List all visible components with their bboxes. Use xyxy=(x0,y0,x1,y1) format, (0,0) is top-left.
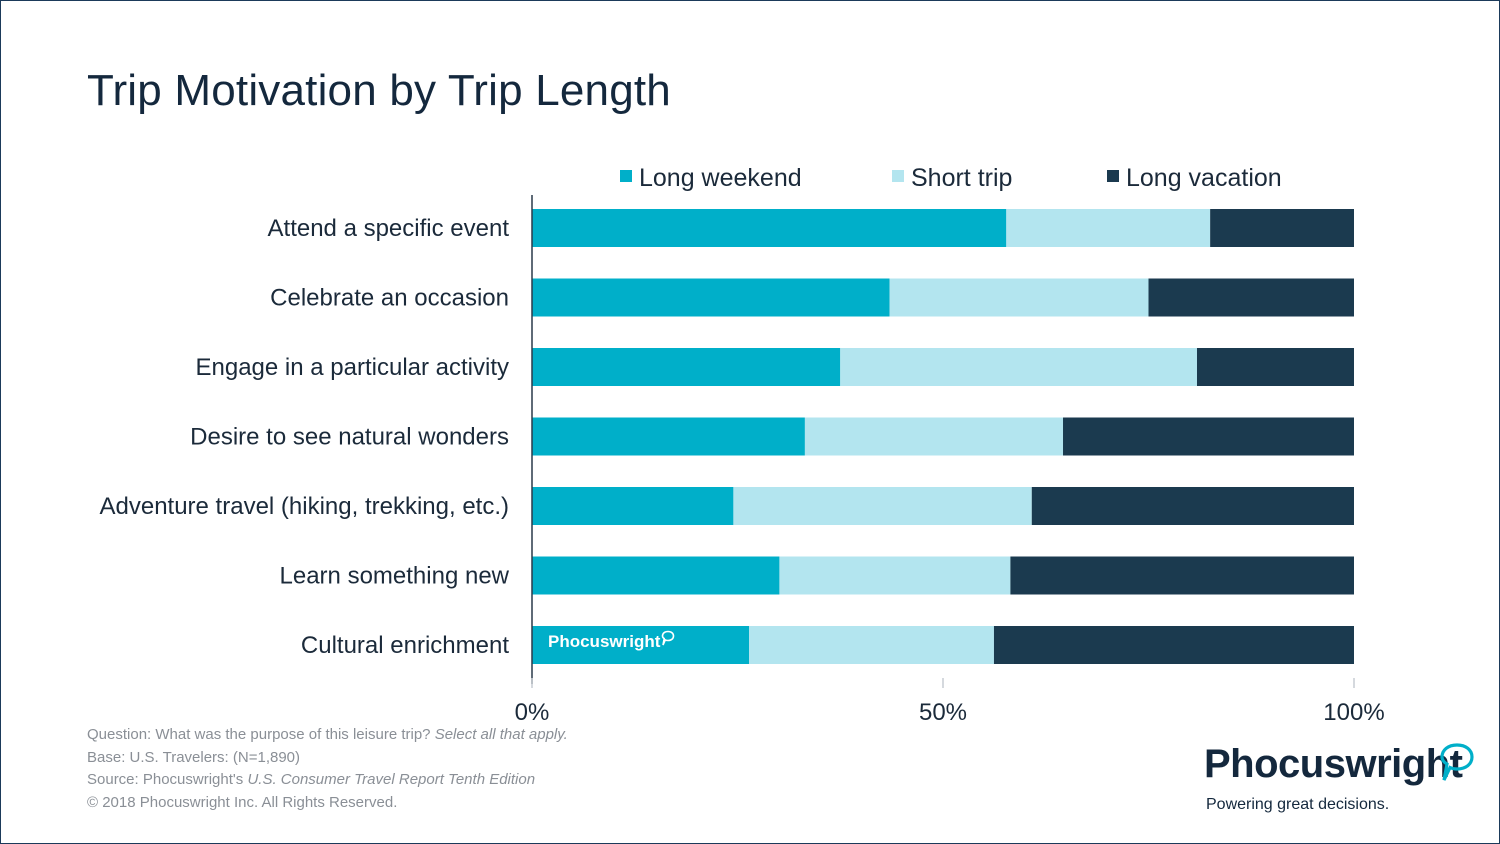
footnote-question-italic: Select all that apply. xyxy=(434,726,568,743)
bar-long-vacation-adventure-travel-hiking-trekking-etc xyxy=(1031,487,1354,525)
legend-item-short-trip: Short trip xyxy=(892,162,1012,194)
bar-short-trip-desire-to-see-natural-wonders xyxy=(804,417,1064,456)
bar-long-vacation-celebrate-an-occasion xyxy=(1148,278,1354,317)
bar-long-vacation-cultural-enrichment xyxy=(993,626,1354,664)
bar-long-vacation-learn-something-new xyxy=(1010,556,1354,595)
bar-short-trip-engage-in-a-particular-activity xyxy=(840,348,1197,386)
category-label-cultural-enrichment: Cultural enrichment xyxy=(301,632,509,659)
category-label-desire-to-see-natural-wonders: Desire to see natural wonders xyxy=(190,424,509,451)
footnote-source-text: Source: Phocuswright's xyxy=(87,771,248,788)
legend-item-long-weekend: Long weekend xyxy=(620,162,802,194)
chart-title: Trip Motivation by Trip Length xyxy=(87,66,671,115)
legend-swatch-long-vacation xyxy=(1107,170,1119,182)
bar-short-trip-celebrate-an-occasion xyxy=(889,278,1149,317)
bar-short-trip-adventure-travel-hiking-trekking-etc xyxy=(733,487,1032,525)
bar-short-trip-cultural-enrichment xyxy=(749,626,994,664)
footnote-source: Source: Phocuswright's U.S. Consumer Tra… xyxy=(87,769,568,792)
bar-long-vacation-desire-to-see-natural-wonders xyxy=(1063,417,1354,456)
phocuswright-logo: Phocuswright Powering great decisions. xyxy=(1204,742,1480,820)
footnote-question-text: Question: What was the purpose of this l… xyxy=(87,726,435,743)
category-label-celebrate-an-occasion: Celebrate an occasion xyxy=(270,285,509,312)
bar-long-weekend-learn-something-new xyxy=(532,556,780,595)
bar-watermark-text: Phocuswright xyxy=(548,632,661,651)
logo-tagline: Powering great decisions. xyxy=(1206,796,1390,813)
legend-label-long-weekend: Long weekend xyxy=(639,163,802,192)
legend-label-long-vacation: Long vacation xyxy=(1126,163,1282,192)
logo-name: Phocuswright xyxy=(1204,742,1463,786)
x-tick-label: 50% xyxy=(919,699,967,726)
bar-long-weekend-cultural-enrichment xyxy=(532,626,750,664)
bar-long-weekend-desire-to-see-natural-wonders xyxy=(532,417,805,456)
bar-long-vacation-attend-a-specific-event xyxy=(1210,209,1354,247)
legend-swatch-long-weekend xyxy=(620,170,632,182)
bar-short-trip-attend-a-specific-event xyxy=(1006,209,1211,247)
footnote-copyright: © 2018 Phocuswright Inc. All Rights Rese… xyxy=(87,793,398,811)
legend: Long weekend Short trip Long vacation xyxy=(0,162,1500,194)
category-label-engage-in-a-particular-activity: Engage in a particular activity xyxy=(196,354,510,381)
legend-swatch-short-trip xyxy=(892,170,904,182)
category-label-adventure-travel-hiking-trekking-etc: Adventure travel (hiking, trekking, etc.… xyxy=(99,493,509,520)
x-tick-label: 0% xyxy=(515,699,550,726)
legend-item-long-vacation: Long vacation xyxy=(1107,162,1282,194)
bar-long-weekend-attend-a-specific-event xyxy=(532,209,1007,247)
category-label-learn-something-new: Learn something new xyxy=(280,563,510,590)
bar-long-weekend-engage-in-a-particular-activity xyxy=(532,348,841,386)
bar-short-trip-learn-something-new xyxy=(779,556,1011,595)
bar-long-weekend-adventure-travel-hiking-trekking-etc xyxy=(532,487,734,525)
bar-long-weekend-celebrate-an-occasion xyxy=(532,278,890,317)
footnote-question: Question: What was the purpose of this l… xyxy=(87,724,568,747)
category-label-attend-a-specific-event: Attend a specific event xyxy=(268,215,510,242)
footnotes: Question: What was the purpose of this l… xyxy=(87,724,568,814)
bar-long-vacation-engage-in-a-particular-activity xyxy=(1196,348,1354,386)
bar-watermark: Phocuswright xyxy=(548,630,675,652)
legend-label-short-trip: Short trip xyxy=(911,163,1013,192)
footnote-source-italic: U.S. Consumer Travel Report Tenth Editio… xyxy=(247,771,536,788)
footnote-base: Base: U.S. Travelers: (N=1,890) xyxy=(87,748,301,766)
x-tick-label: 100% xyxy=(1323,699,1384,726)
logo-bubble-icon xyxy=(1440,743,1474,781)
speech-bubble-icon xyxy=(662,630,675,646)
